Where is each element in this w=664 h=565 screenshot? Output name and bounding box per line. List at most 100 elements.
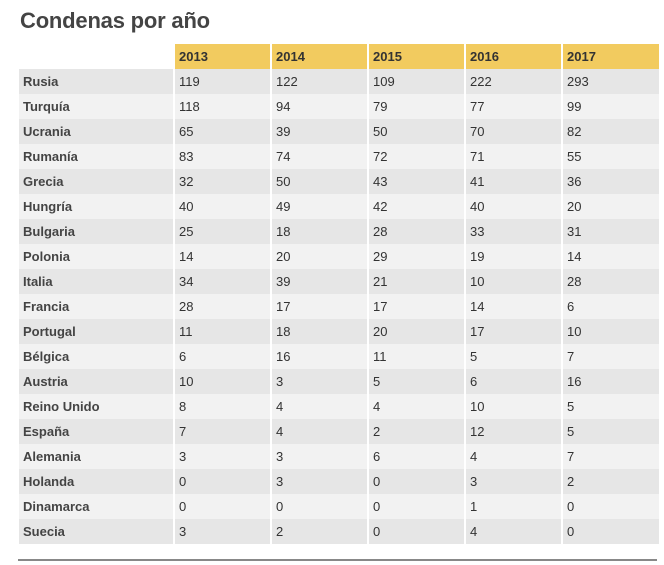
value-cell: 7 [561, 344, 659, 369]
country-label: Portugal [19, 319, 174, 344]
column-header-2017: 2017 [561, 44, 659, 69]
value-cell: 39 [270, 269, 368, 294]
country-label: Reino Unido [19, 394, 174, 419]
value-cell: 32 [173, 169, 271, 194]
country-label: Dinamarca [19, 494, 174, 519]
country-label: Holanda [19, 469, 174, 494]
country-label: Alemania [19, 444, 174, 469]
value-cell: 5 [367, 369, 465, 394]
value-cell: 6 [173, 344, 271, 369]
value-cell: 50 [270, 169, 368, 194]
table-row: Dinamarca 0 0 0 1 0 [19, 494, 659, 519]
value-cell: 3 [173, 444, 271, 469]
value-cell: 0 [367, 494, 465, 519]
value-cell: 1 [464, 494, 562, 519]
value-cell: 28 [367, 219, 465, 244]
value-cell: 3 [464, 469, 562, 494]
convictions-table: 2013 2014 2015 2016 2017 Rusia 119 122 109 222 29… [18, 44, 659, 544]
value-cell: 25 [173, 219, 271, 244]
value-cell: 36 [561, 169, 659, 194]
value-cell: 55 [561, 144, 659, 169]
value-cell: 3 [270, 444, 368, 469]
value-cell: 20 [561, 194, 659, 219]
value-cell: 10 [464, 394, 562, 419]
value-cell: 2 [561, 469, 659, 494]
value-cell: 7 [173, 419, 271, 444]
table-row: Turquía 118 94 79 77 99 [19, 94, 659, 119]
value-cell: 6 [464, 369, 562, 394]
value-cell: 40 [173, 194, 271, 219]
value-cell: 65 [173, 119, 271, 144]
value-cell: 17 [367, 294, 465, 319]
value-cell: 28 [561, 269, 659, 294]
value-cell: 14 [561, 244, 659, 269]
value-cell: 7 [561, 444, 659, 469]
value-cell: 11 [367, 344, 465, 369]
country-label: Hungría [19, 194, 174, 219]
column-header-2016: 2016 [464, 44, 562, 69]
value-cell: 39 [270, 119, 368, 144]
chart-title: Condenas por año [20, 8, 210, 33]
value-cell: 16 [561, 369, 659, 394]
value-cell: 0 [367, 519, 465, 544]
value-cell: 19 [464, 244, 562, 269]
country-label: Rusia [19, 69, 174, 94]
value-cell: 122 [270, 69, 368, 94]
value-cell: 82 [561, 119, 659, 144]
value-cell: 10 [561, 319, 659, 344]
table-row: Italia 34 39 21 10 28 [19, 269, 659, 294]
value-cell: 5 [561, 394, 659, 419]
value-cell: 31 [561, 219, 659, 244]
value-cell: 2 [270, 519, 368, 544]
table-row: Holanda 0 3 0 3 2 [19, 469, 659, 494]
value-cell: 3 [270, 369, 368, 394]
country-label: Italia [19, 269, 174, 294]
table-row: Portugal 11 18 20 17 10 [19, 319, 659, 344]
country-label: España [19, 419, 174, 444]
value-cell: 5 [464, 344, 562, 369]
table-row: Rumanía 83 74 72 71 55 [19, 144, 659, 169]
table-row: Hungría 40 49 42 40 20 [19, 194, 659, 219]
value-cell: 4 [270, 394, 368, 419]
country-label: Suecia [19, 519, 174, 544]
value-cell: 119 [173, 69, 271, 94]
value-cell: 99 [561, 94, 659, 119]
value-cell: 71 [464, 144, 562, 169]
value-cell: 0 [173, 494, 271, 519]
value-cell: 222 [464, 69, 562, 94]
value-cell: 4 [270, 419, 368, 444]
value-cell: 18 [270, 219, 368, 244]
value-cell: 0 [367, 469, 465, 494]
value-cell: 4 [464, 519, 562, 544]
value-cell: 77 [464, 94, 562, 119]
country-label: Grecia [19, 169, 174, 194]
value-cell: 18 [270, 319, 368, 344]
value-cell: 33 [464, 219, 562, 244]
value-cell: 16 [270, 344, 368, 369]
value-cell: 10 [464, 269, 562, 294]
value-cell: 72 [367, 144, 465, 169]
value-cell: 5 [561, 419, 659, 444]
value-cell: 3 [270, 469, 368, 494]
value-cell: 0 [173, 469, 271, 494]
value-cell: 2 [367, 419, 465, 444]
value-cell: 0 [561, 494, 659, 519]
column-header-2014: 2014 [270, 44, 368, 69]
value-cell: 17 [270, 294, 368, 319]
table-row: Polonia 14 20 29 19 14 [19, 244, 659, 269]
table-row: Bélgica 6 16 11 5 7 [19, 344, 659, 369]
value-cell: 20 [270, 244, 368, 269]
table-row: España 7 4 2 12 5 [19, 419, 659, 444]
table-row: Grecia 32 50 43 41 36 [19, 169, 659, 194]
table-row: Austria 10 3 5 6 16 [19, 369, 659, 394]
value-cell: 29 [367, 244, 465, 269]
header-row: 2013 2014 2015 2016 2017 [18, 44, 659, 69]
country-label: Polonia [19, 244, 174, 269]
value-cell: 21 [367, 269, 465, 294]
country-label: Turquía [19, 94, 174, 119]
value-cell: 94 [270, 94, 368, 119]
header-country-cell [18, 44, 174, 69]
value-cell: 109 [367, 69, 465, 94]
value-cell: 0 [270, 494, 368, 519]
value-cell: 3 [173, 519, 271, 544]
